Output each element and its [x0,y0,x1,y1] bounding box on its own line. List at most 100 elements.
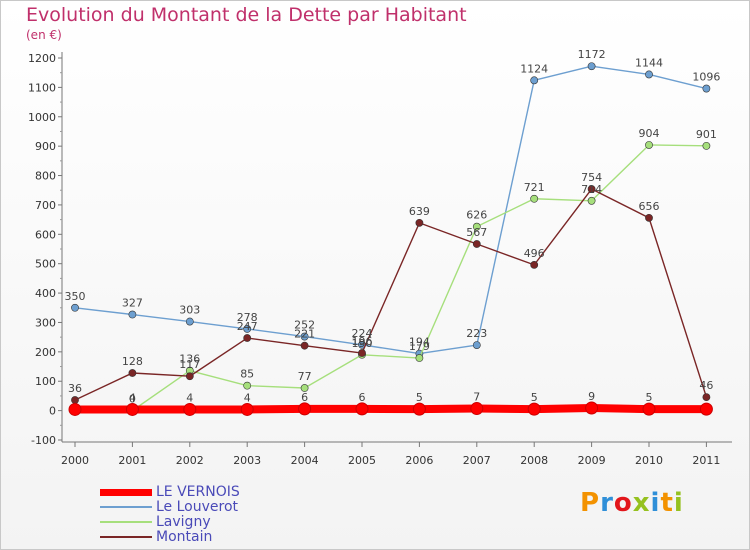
data-label-lavigny: 904 [639,127,660,140]
data-label-le-vernois: 4 [186,391,193,404]
data-label-montain: 754 [581,171,602,184]
data-point-montain [530,260,539,269]
data-label-le-louverot: 223 [466,327,487,340]
data-point-le-vernois [470,402,484,416]
data-label-le-vernois: 4 [244,391,251,404]
y-tick-label: 200 [35,346,56,359]
x-tick-label: 2004 [291,454,319,467]
data-point-lavigny [645,141,653,149]
x-tick-label: 2006 [405,454,433,467]
data-point-lavigny [530,194,539,203]
data-point-montain [71,396,79,404]
data-label-montain: 247 [237,320,258,333]
data-point-le-vernois [68,402,82,416]
data-point-montain [185,372,194,381]
legend-swatch [100,506,152,508]
data-label-lavigny: 85 [240,368,254,381]
logo-letter: P [580,488,601,518]
data-label-le-louverot: 252 [294,319,315,332]
data-point-le-vernois [412,402,426,416]
legend-label: Lavigny [156,514,211,530]
data-point-montain [587,185,596,193]
data-point-le-vernois [699,402,713,416]
data-label-lavigny: 136 [179,353,200,366]
data-label-montain: 639 [409,205,430,218]
legend-swatch [100,536,152,538]
data-label-le-louverot: 224 [352,327,373,340]
data-label-le-louverot: 1172 [578,48,606,61]
series-line-montain [74,188,708,401]
logo-letter: r [600,488,614,518]
data-point-le-vernois [240,402,254,416]
data-label-montain: 196 [352,335,373,348]
data-point-lavigny [587,196,596,205]
data-point-montain [243,334,252,342]
x-tick-label: 2010 [635,454,663,467]
data-label-montain: 117 [179,358,200,371]
logo-letter: t [660,488,674,518]
data-label-montain: 46 [699,379,713,392]
data-point-le-louverot [702,84,711,93]
data-point-le-louverot [587,62,596,71]
chart-data-labels: 350 327 303 278 252 224 194 223 1124 1172 1144 1096… [65,48,721,405]
legend-label: Montain [156,529,213,545]
x-tick-label: 2003 [233,454,261,467]
legend-swatch [100,521,152,523]
data-point-le-louverot [71,303,79,312]
data-point-lavigny [415,354,424,362]
data-label-le-vernois: 6 [359,391,366,404]
y-tick-label: 1000 [28,111,56,124]
data-point-montain [300,341,309,350]
data-point-le-louverot [645,70,653,79]
data-label-le-louverot: 278 [237,311,258,324]
data-label-lavigny: 190 [352,337,373,350]
data-label-le-vernois: 7 [473,391,480,404]
data-label-le-vernois: 5 [531,391,538,404]
y-tick-label: 300 [35,316,56,329]
data-label-le-louverot: 194 [409,336,430,349]
data-label-montain: 656 [639,200,660,213]
data-label-le-louverot: 1096 [692,71,720,84]
y-tick-label: 1100 [28,81,56,94]
legend-label: Le Louverot [156,499,239,515]
data-label-le-louverot: 1144 [635,56,663,69]
logo-letter: i [673,488,684,518]
y-tick-label: 500 [35,258,56,271]
data-label-le-vernois: 5 [646,391,653,404]
logo-letter: x [632,488,651,518]
data-point-le-vernois [642,402,656,416]
data-label-le-vernois: 5 [416,391,423,404]
data-label-lavigny: 714 [581,183,602,196]
data-point-montain [128,369,137,377]
x-tick-label: 2005 [348,454,376,467]
data-point-le-louverot [472,341,481,349]
chart-title: Evolution du Montant de la Dette par Hab… [26,4,467,26]
data-label-le-vernois: 4 [129,391,136,404]
data-point-le-louverot [300,332,309,341]
data-point-le-louverot [243,325,252,333]
y-tick-label: 600 [35,228,56,241]
data-point-le-vernois [527,402,541,416]
data-point-le-vernois [355,402,369,416]
data-label-montain: 128 [122,355,143,368]
data-point-le-louverot [128,310,137,319]
chart-axes: -100 0 100 200 300 400 500 600 700 800 900 1000 1100… [28,52,732,467]
y-tick-label: 100 [35,375,56,388]
x-tick-label: 2009 [578,454,606,467]
y-tick-label: 0 [49,405,56,418]
chart-series [68,62,713,416]
chart-unit: (en €) [26,28,62,42]
data-label-montain: 36 [68,382,82,395]
data-point-montain [645,213,653,222]
x-tick-label: 2001 [118,454,146,467]
series-line-lavigny [74,144,708,412]
y-tick-label: 900 [35,140,56,153]
data-point-montain [358,349,366,357]
logo-letter: i [650,488,661,518]
data-label-le-louverot: 1124 [520,62,548,75]
y-tick-label: 800 [35,170,56,183]
x-tick-label: 2008 [520,454,548,467]
legend-label: LE VERNOIS [156,484,240,500]
